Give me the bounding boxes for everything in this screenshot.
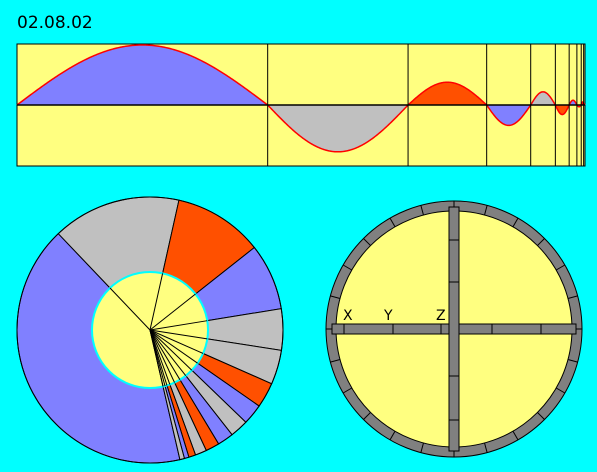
pie-spoke: [149, 329, 175, 383]
ring-tick: [512, 430, 519, 441]
ring-tick: [420, 442, 424, 453]
pie-spoke: [149, 273, 164, 331]
ring-gauge: X Y Z: [325, 200, 583, 458]
pie-spoke: [149, 320, 208, 331]
ring-tick: [555, 387, 566, 394]
ring-tick: [567, 295, 578, 299]
wave-curve: [267, 104, 409, 153]
date-label: 02.08.02: [17, 13, 93, 33]
ring-tick: [537, 238, 545, 246]
pie-spoke: [149, 329, 198, 364]
wave-lobe: [530, 91, 556, 105]
ring-tick: [555, 264, 566, 271]
ring-tick: [567, 359, 578, 363]
wave-curve: [568, 99, 578, 106]
ring-tick: [420, 205, 424, 216]
pie-spoke: [149, 329, 187, 376]
axis-label-z: Z: [436, 308, 446, 324]
ring-tick: [330, 295, 341, 299]
pie-spoke: [149, 293, 196, 331]
ring-tick: [330, 359, 341, 363]
ring-vertical-bar: [448, 206, 460, 452]
ring-tick: [342, 264, 353, 271]
ring-tick: [342, 387, 353, 394]
ring-tick: [389, 217, 396, 228]
ring-tick: [512, 217, 519, 228]
ring-tick: [363, 238, 371, 246]
wave-lobe: [486, 105, 531, 126]
pie-chart: [16, 196, 284, 464]
ring-tick: [363, 412, 371, 420]
wave-curve: [554, 104, 570, 116]
wave-curve: [576, 104, 582, 108]
pie-spoke: [109, 287, 151, 331]
wave-lobe: [408, 82, 487, 105]
pie-spoke: [149, 329, 171, 385]
wave-chart: [16, 43, 586, 167]
pie-spoke: [149, 329, 181, 380]
ring-tick: [389, 430, 396, 441]
wave-curve: [486, 104, 532, 127]
pie-spoke: [149, 329, 193, 371]
pie-outline: [16, 196, 284, 464]
ring-tick: [484, 205, 488, 216]
wave-curve: [407, 81, 488, 106]
pie-spoke: [149, 329, 204, 354]
wave-curve: [530, 91, 556, 106]
pie-spoke: [149, 329, 208, 340]
axis-label-x: X: [343, 308, 353, 324]
wave-lobe: [267, 105, 409, 152]
ring-tick: [484, 442, 488, 453]
wave-curve: [16, 44, 269, 106]
pie-spoke: [149, 329, 164, 387]
wave-lobe: [17, 45, 268, 105]
axis-label-y: Y: [383, 308, 393, 324]
ring-tick: [537, 412, 545, 420]
wave-lobe: [555, 105, 570, 115]
wave-lobe: [569, 100, 577, 105]
